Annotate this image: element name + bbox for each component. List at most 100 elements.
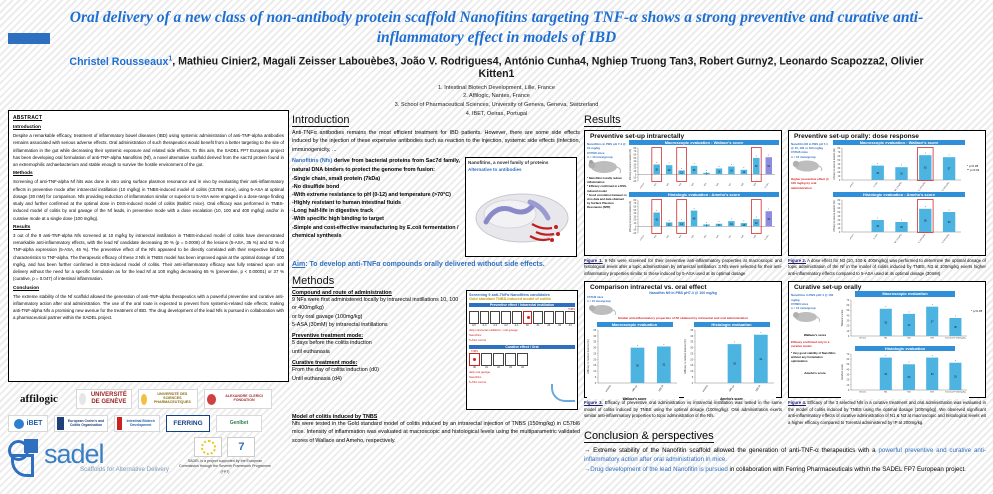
svg-text:12: 12 — [668, 224, 671, 227]
methods-line-4: 5 days before the colitis induction — [292, 340, 372, 347]
day-label: d2 — [547, 323, 551, 327]
svg-text:41: 41 — [759, 357, 762, 361]
schedule-banner-preventive: Preventive effect / Intrarectal instilla… — [469, 302, 575, 307]
svg-text:Efficacy to reduce lesions (%): Efficacy to reduce lesions (%) — [629, 201, 632, 233]
figure-4-wallace-label: Wallace's score — [803, 333, 827, 338]
svg-text:5: 5 — [692, 375, 694, 379]
figure-1-note-2: C57bl6 mice — [587, 150, 605, 155]
svg-text:57: 57 — [931, 320, 934, 323]
svg-text:*: * — [885, 355, 886, 358]
svg-text:14: 14 — [743, 171, 746, 174]
list-item: -With specific high binding to target — [292, 216, 384, 223]
abstract-text-results: 3 out of the 9 anti-TNF-alpha Nfs screen… — [13, 232, 284, 282]
svg-text:Nf2: Nf2 — [667, 182, 671, 186]
svg-text:40: 40 — [690, 334, 693, 338]
logo-row-1: affilogic UNIVERSITÉ DE GENÈVE UNIVERSIT… — [8, 388, 289, 410]
svg-text:*: * — [681, 220, 682, 223]
methods-line-5: until euthanasia — [292, 348, 330, 355]
methods-subheading-model: Model of colitis induced by TNBS — [292, 413, 378, 420]
day-label: d0 — [473, 365, 476, 369]
eu-flag-icon — [194, 437, 223, 457]
svg-text:Vehicle: Vehicle — [859, 337, 867, 339]
methods-subheading-curative: Curative treatment mode: — [292, 360, 358, 367]
svg-text:Nf1: Nf1 — [884, 337, 888, 339]
day-label: d4 — [568, 323, 572, 327]
list-item: -Highly resistant to human intestinal fl… — [292, 200, 402, 207]
svg-text:*: * — [932, 304, 933, 307]
day-label: d3 — [558, 323, 561, 327]
abstract-heading-methods: Methods — [13, 171, 33, 177]
svg-text:*: * — [885, 306, 886, 309]
nanofitin-structure-figure: Nanofitins, a novel family of proteins A… — [465, 157, 577, 258]
svg-text:Nf8: Nf8 — [741, 235, 745, 239]
svg-text:62: 62 — [924, 167, 927, 170]
svg-text:Nf3: Nf3 — [930, 391, 934, 393]
svg-text:Nf9 po: Nf9 po — [631, 384, 639, 393]
svg-text:12: 12 — [680, 172, 683, 175]
figure-2-red-note: Higher preventive effect @ 100 mg/kg by … — [791, 176, 829, 190]
svg-text:16: 16 — [730, 223, 733, 226]
mouse-icon — [793, 312, 821, 323]
svg-text:Nf7: Nf7 — [729, 235, 733, 239]
svg-text:0: 0 — [839, 231, 841, 234]
conclusion-p1-a: → Extreme stability of the Nanofitin sca… — [584, 447, 879, 455]
svg-text:10: 10 — [847, 329, 850, 332]
sadel-mark-icon — [8, 439, 42, 478]
svg-text:Nf6: Nf6 — [716, 235, 720, 239]
nanofitin-description: Nanofitins (Nfs) derive from bacterial p… — [292, 157, 460, 240]
page-title: Oral delivery of a new class of non-anti… — [69, 9, 924, 47]
pharma-seal-icon — [141, 393, 147, 405]
sponsor-logos: affilogic UNIVERSITÉ DE GENÈVE UNIVERSIT… — [8, 388, 289, 478]
svg-text:*: * — [932, 355, 933, 358]
svg-text:30: 30 — [593, 346, 596, 350]
figure-1-bullet-2: * Efficacy confirmed in a DSS-induced mo… — [587, 184, 627, 193]
svg-text:Torental IP 200mg/kg: Torental IP 200mg/kg — [945, 390, 966, 393]
figure-4-sidebar: Nanofitins in PBS pH7.4 @ 100 mg/kg C57B… — [791, 291, 839, 398]
svg-text:*: * — [949, 210, 950, 213]
svg-text:50: 50 — [908, 376, 911, 379]
svg-text:Nf3: Nf3 — [679, 235, 683, 239]
svg-text:vehicle: vehicle — [640, 182, 646, 189]
figure-3-caption-label: Figure 3. — [584, 400, 603, 406]
svg-text:Nf3: Nf3 — [679, 182, 683, 186]
schedule-banner-curative: Curative effect / Oral — [469, 344, 575, 349]
svg-text:10: 10 — [690, 369, 693, 373]
affilogic-logo: affilogic — [20, 392, 58, 405]
figure-3-chart-2-xlabel: Ameho's score — [720, 397, 743, 402]
svg-text:*: * — [656, 210, 657, 213]
figure-4-ameho-label: Ameho's score — [804, 370, 826, 375]
svg-text:0: 0 — [635, 226, 637, 229]
svg-text:Nf3 400mg/kg: Nf3 400mg/kg — [941, 182, 950, 191]
schedule-days-preventive: d-5 d-4 d-3 d-2 d-1 d0 d1 d2 d3 d4 — [469, 324, 575, 327]
affiliation-3: 3. School of Pharmaceutical Sciences, Un… — [394, 102, 599, 109]
schedule-legend-gavage: daily oral gavage — [469, 369, 491, 374]
figure-4-macroscopic-chart: 0 10 20 30 40 50 60 70 Wallace's score Vehicle 53 *… — [841, 296, 969, 345]
introduction-paragraph: Anti-TNFα antibodies remains the most ef… — [292, 130, 580, 153]
svg-text:50: 50 — [634, 157, 637, 160]
svg-text:25: 25 — [900, 226, 903, 229]
svg-text:*: * — [901, 220, 902, 223]
figure-1-panel: Preventive set-up intrarectally Nanofiti… — [584, 130, 782, 256]
pvalue-2: ** p<0.01 — [967, 168, 980, 172]
svg-text:18: 18 — [718, 171, 721, 174]
svg-text:*: * — [718, 166, 719, 169]
svg-text:5-ASA: 5-ASA — [764, 234, 770, 241]
figure-2-chart-2-title: Histologic evaluation : Ameho's score — [833, 192, 965, 198]
svg-text:50: 50 — [847, 309, 850, 312]
figure-3-subtitle: Nanofitin N9 in PBS pH7.4 @ 100 mg/kg — [649, 291, 717, 296]
svg-text:50: 50 — [634, 209, 637, 212]
svg-text:40: 40 — [593, 334, 596, 338]
svg-text:*: * — [694, 163, 695, 166]
unige-seal-icon — [79, 393, 86, 405]
figure-4-caption: Figure 4. Efficacy of the 3 selected Nfs… — [788, 400, 986, 426]
figure-3-note-2: n = 10 mice/group — [587, 299, 611, 304]
svg-text:20: 20 — [838, 223, 841, 226]
day-label: d1 — [536, 323, 540, 327]
svg-text:*: * — [637, 344, 638, 348]
figure-3-panel: Comparison intrarectal vs. oral effect N… — [584, 281, 782, 402]
schedule-days-curative: d0 d1 d2 d3 d4 — [469, 366, 575, 369]
figure-4-caption-text: Efficacy of the 3 selected Nfs in a cura… — [788, 400, 986, 425]
